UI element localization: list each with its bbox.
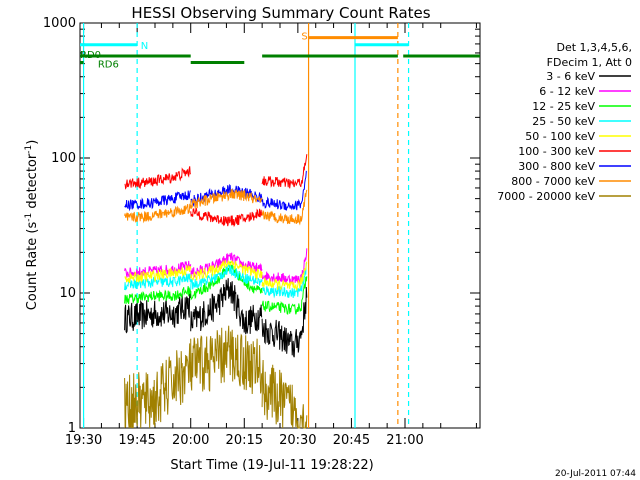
series-line (190, 325, 263, 395)
x-tick-label: 20:00 (172, 433, 209, 448)
series-line (124, 273, 192, 291)
series-line (124, 343, 192, 429)
series-line (261, 154, 308, 189)
legend-label: 12 - 25 keV (532, 100, 595, 113)
y-axis-label: Count Rate (s-1 detector-1) (24, 140, 40, 311)
legend-label: 25 - 50 keV (532, 115, 595, 128)
legend-label: 50 - 100 keV (525, 130, 595, 143)
x-tick-label: 20:15 (226, 433, 263, 448)
annotation-s: S (301, 31, 307, 42)
legend-header-line-2: FDecim 1, Att 0 (547, 56, 632, 69)
x-tick-label: 20:45 (333, 433, 370, 448)
series-line (190, 188, 263, 209)
series-line (124, 203, 192, 224)
legend-label: 7000 - 20000 keV (497, 190, 595, 203)
series-line (124, 265, 192, 284)
x-axis-label: Start Time (19-Jul-11 19:28:22) (170, 458, 373, 473)
chart-title: HESSI Observing Summary Count Rates (131, 4, 430, 22)
legend-label: 3 - 6 keV (546, 70, 595, 83)
series-line (190, 259, 263, 281)
series-line (124, 291, 192, 334)
annotation-n: N (141, 41, 148, 52)
x-tick-label: 21:00 (386, 433, 423, 448)
series-line (124, 166, 192, 190)
legend-label: 800 - 7000 keV (511, 175, 595, 188)
annotation-rd6: RD6 (98, 60, 119, 71)
series-line (261, 262, 308, 299)
series-line (261, 170, 307, 211)
x-tick-label: 19:45 (118, 433, 155, 448)
series-line (190, 278, 263, 335)
y-tick-label: 100 (51, 151, 76, 166)
series-line (261, 286, 308, 358)
series-line (261, 359, 308, 429)
y-tick-label: 1000 (43, 16, 76, 31)
series-line (261, 189, 308, 226)
legend-header-line-1: Det 1,3,4,5,6, (556, 41, 632, 54)
series-line (261, 248, 308, 286)
x-tick-label: 19:30 (65, 433, 102, 448)
series-line (261, 276, 308, 315)
series-line (261, 261, 308, 292)
series-line (190, 252, 263, 279)
x-tick-label: 20:30 (279, 433, 316, 448)
series-line (124, 286, 192, 305)
series-line (124, 190, 191, 212)
footer-timestamp: 20-Jul-2011 07:44 (555, 469, 636, 479)
legend-label: 100 - 300 keV (518, 145, 595, 158)
y-tick-label: 10 (59, 286, 76, 301)
series-line (190, 207, 263, 228)
legend-label: 6 - 12 keV (539, 85, 595, 98)
series-line (190, 183, 263, 208)
legend-label: 300 - 800 keV (518, 160, 595, 173)
y-tick-label: 1 (68, 421, 76, 436)
plot-frame (79, 22, 481, 429)
legend: Det 1,3,4,5,6, FDecim 1, Att 0 3 - 6 keV… (497, 41, 632, 203)
annotation-rd0: RD0 (80, 50, 101, 61)
